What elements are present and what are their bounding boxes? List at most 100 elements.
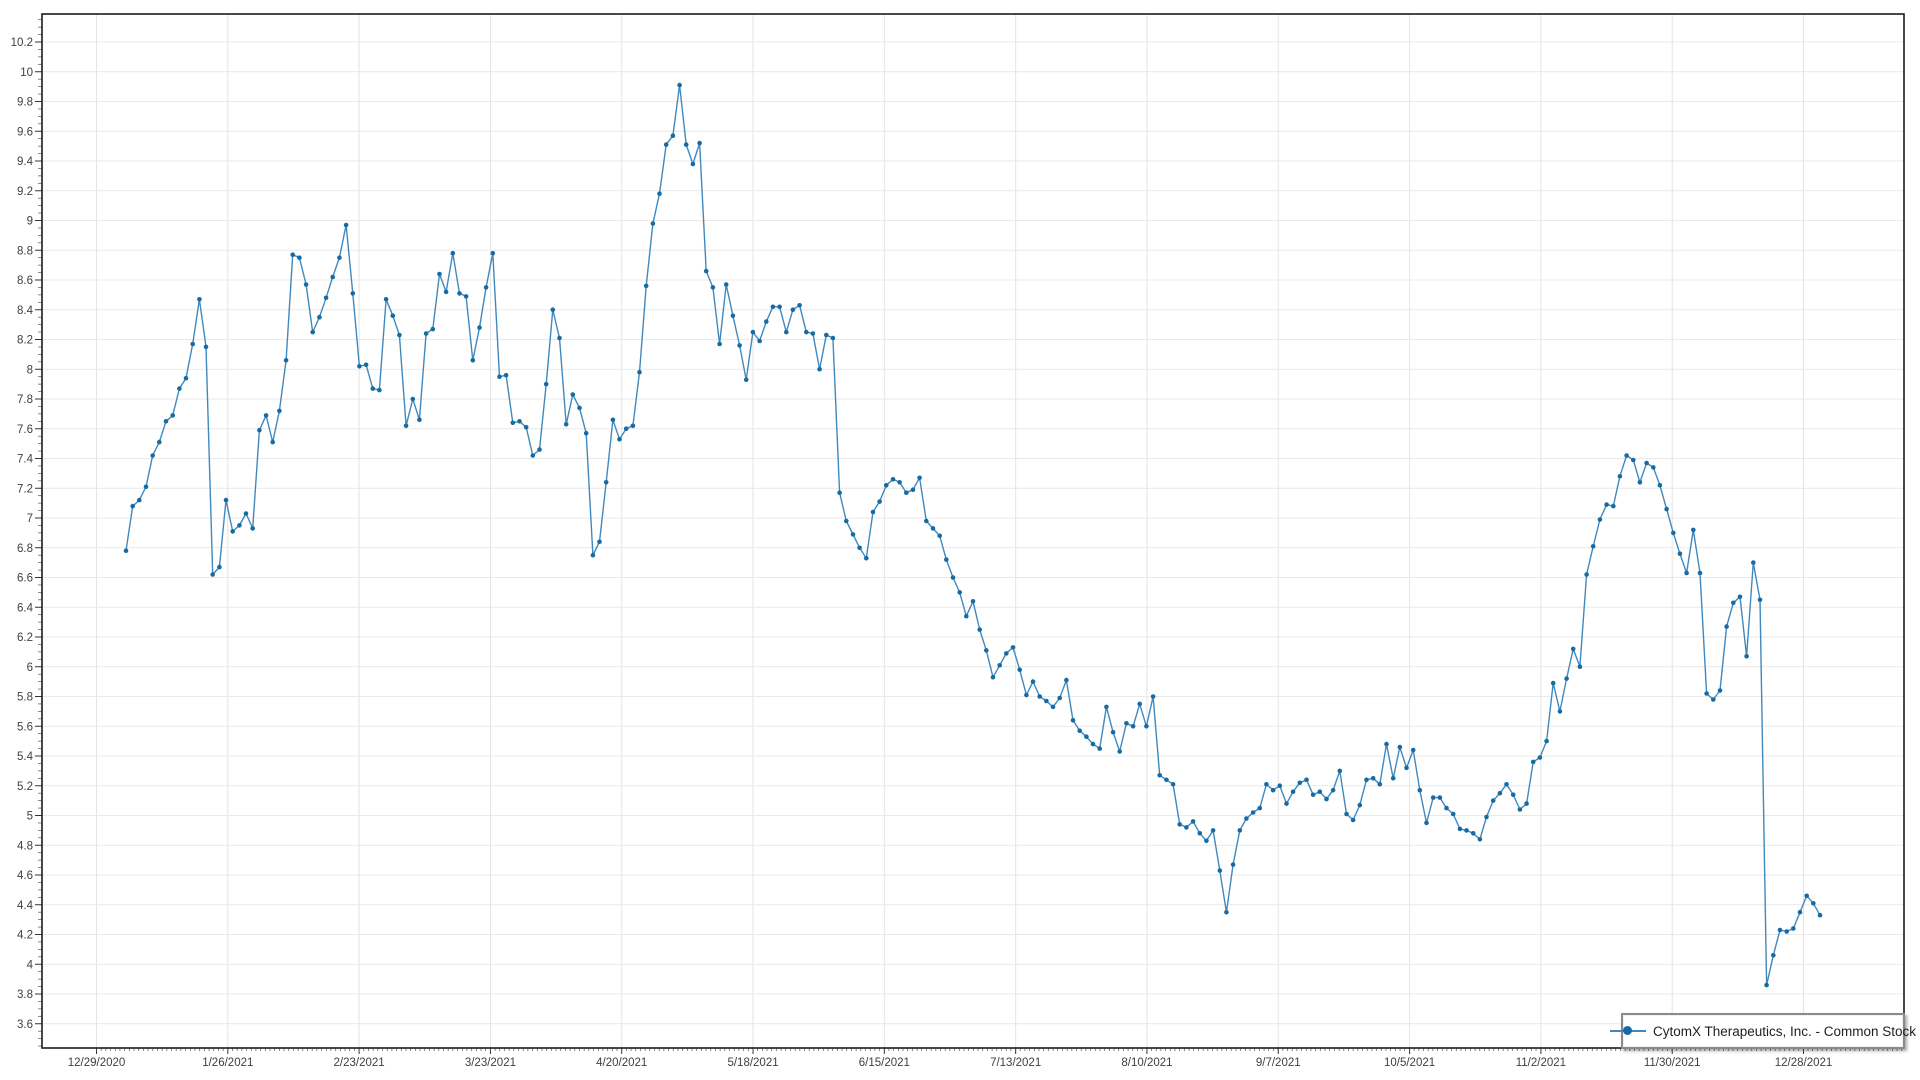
- data-point-marker: [637, 369, 642, 375]
- y-axis-tick-label: 7.2: [17, 483, 33, 495]
- data-point-marker: [270, 439, 276, 445]
- data-point-marker: [1397, 744, 1403, 750]
- data-point-marker: [257, 427, 262, 433]
- data-point-marker: [550, 307, 556, 313]
- data-point-marker: [1584, 572, 1589, 577]
- data-point-marker: [1257, 805, 1263, 811]
- data-point-marker: [757, 338, 762, 344]
- data-point-marker: [343, 222, 349, 228]
- data-point-marker: [1490, 798, 1496, 803]
- x-axis-tick-label: 5/18/2021: [727, 1057, 778, 1069]
- y-axis-tick-label: 6.2: [17, 632, 33, 644]
- data-point-marker: [170, 413, 175, 418]
- legend[interactable]: CytomX Therapeutics, Inc. - Common Stock: [1609, 1013, 1916, 1049]
- y-axis-tick-label: 8.8: [17, 245, 33, 257]
- data-point-marker: [1217, 868, 1223, 873]
- data-point-marker: [1444, 805, 1449, 811]
- data-point-marker: [717, 341, 722, 347]
- data-point-marker: [1010, 645, 1016, 650]
- data-point-marker: [710, 285, 716, 290]
- data-point-marker: [1550, 680, 1556, 686]
- data-point-marker: [690, 161, 696, 167]
- data-point-marker: [1597, 517, 1603, 522]
- y-axis-tick-label: 7: [27, 513, 33, 525]
- data-point-marker: [150, 453, 155, 458]
- axis-labels: 12/29/2020 1/26/2021 2/23/2021 3/23/2021 4/2…: [11, 37, 1833, 1069]
- data-point-marker: [1497, 790, 1503, 796]
- data-point-marker: [223, 497, 229, 503]
- data-point-marker: [357, 364, 362, 369]
- data-point-marker: [323, 295, 329, 301]
- data-point-marker: [1110, 729, 1116, 735]
- data-point-marker: [950, 575, 956, 580]
- data-point-marker: [1484, 814, 1489, 820]
- data-point-marker: [1731, 600, 1736, 606]
- data-point-marker: [1070, 718, 1076, 723]
- data-point-marker: [1384, 741, 1389, 747]
- data-point-marker: [784, 329, 789, 335]
- data-point-marker: [1244, 816, 1249, 821]
- data-point-marker: [1677, 551, 1683, 556]
- data-point-marker: [590, 552, 596, 558]
- data-point-marker: [450, 250, 456, 256]
- data-point-marker: [370, 386, 376, 391]
- y-axis-tick-label: 5: [27, 811, 33, 823]
- data-point-marker: [1564, 676, 1569, 681]
- data-point-marker: [797, 303, 802, 308]
- data-point-marker: [1137, 701, 1142, 707]
- data-point-marker: [910, 487, 916, 493]
- data-point-marker: [543, 381, 549, 387]
- data-point-marker: [970, 599, 976, 604]
- data-point-marker: [1037, 694, 1042, 699]
- y-axis-tick-label: 8: [27, 364, 33, 376]
- data-point-marker: [917, 475, 922, 481]
- x-axis-tick-label: 6/15/2021: [859, 1057, 910, 1069]
- data-point-marker: [537, 447, 542, 452]
- y-axis-tick-label: 6: [27, 662, 33, 674]
- data-point-marker: [1130, 724, 1136, 729]
- data-point-marker: [1684, 570, 1689, 576]
- y-axis-tick-label: 5.8: [17, 692, 33, 704]
- data-point-marker: [1530, 759, 1536, 765]
- data-point-marker: [1150, 694, 1156, 699]
- data-point-marker: [890, 477, 896, 482]
- x-axis-tick-label: 10/5/2021: [1384, 1057, 1435, 1069]
- y-axis-tick-label: 10.2: [11, 37, 33, 49]
- data-point-marker: [183, 375, 189, 381]
- data-point-marker: [1190, 819, 1196, 824]
- data-point-marker: [1304, 777, 1309, 783]
- data-point-marker: [1644, 460, 1649, 466]
- data-point-marker: [1310, 792, 1316, 797]
- data-point-marker: [1697, 570, 1703, 576]
- data-point-marker: [1417, 787, 1423, 793]
- data-point-marker: [423, 331, 429, 336]
- data-point-marker: [317, 314, 322, 320]
- data-point-marker: [1230, 862, 1236, 867]
- y-axis-tick-label: 9.6: [17, 126, 33, 138]
- data-point-marker: [1097, 746, 1102, 751]
- data-point-marker: [1777, 927, 1783, 933]
- data-point-marker: [1044, 698, 1049, 704]
- data-point-marker: [630, 423, 636, 429]
- data-point-marker: [1797, 909, 1803, 915]
- data-point-marker: [1270, 787, 1276, 793]
- data-point-marker: [1084, 734, 1089, 739]
- data-point-marker: [990, 674, 996, 680]
- data-point-marker: [1124, 721, 1129, 726]
- data-point-marker: [977, 627, 982, 632]
- data-point-marker: [1017, 667, 1022, 672]
- y-axis-tick-label: 7.6: [17, 424, 33, 436]
- data-point-marker: [1250, 810, 1256, 815]
- data-point-marker: [750, 329, 756, 335]
- data-point-marker: [1544, 738, 1549, 744]
- data-point-marker: [930, 526, 936, 531]
- y-axis-tick-label: 4.6: [17, 870, 33, 882]
- data-point-marker: [657, 191, 662, 196]
- data-point-marker: [1751, 560, 1756, 565]
- data-point-marker: [290, 252, 296, 257]
- data-point-marker: [1657, 483, 1663, 488]
- data-point-marker: [1264, 782, 1269, 787]
- data-point-marker: [583, 430, 589, 436]
- price-line-series: [123, 82, 1823, 988]
